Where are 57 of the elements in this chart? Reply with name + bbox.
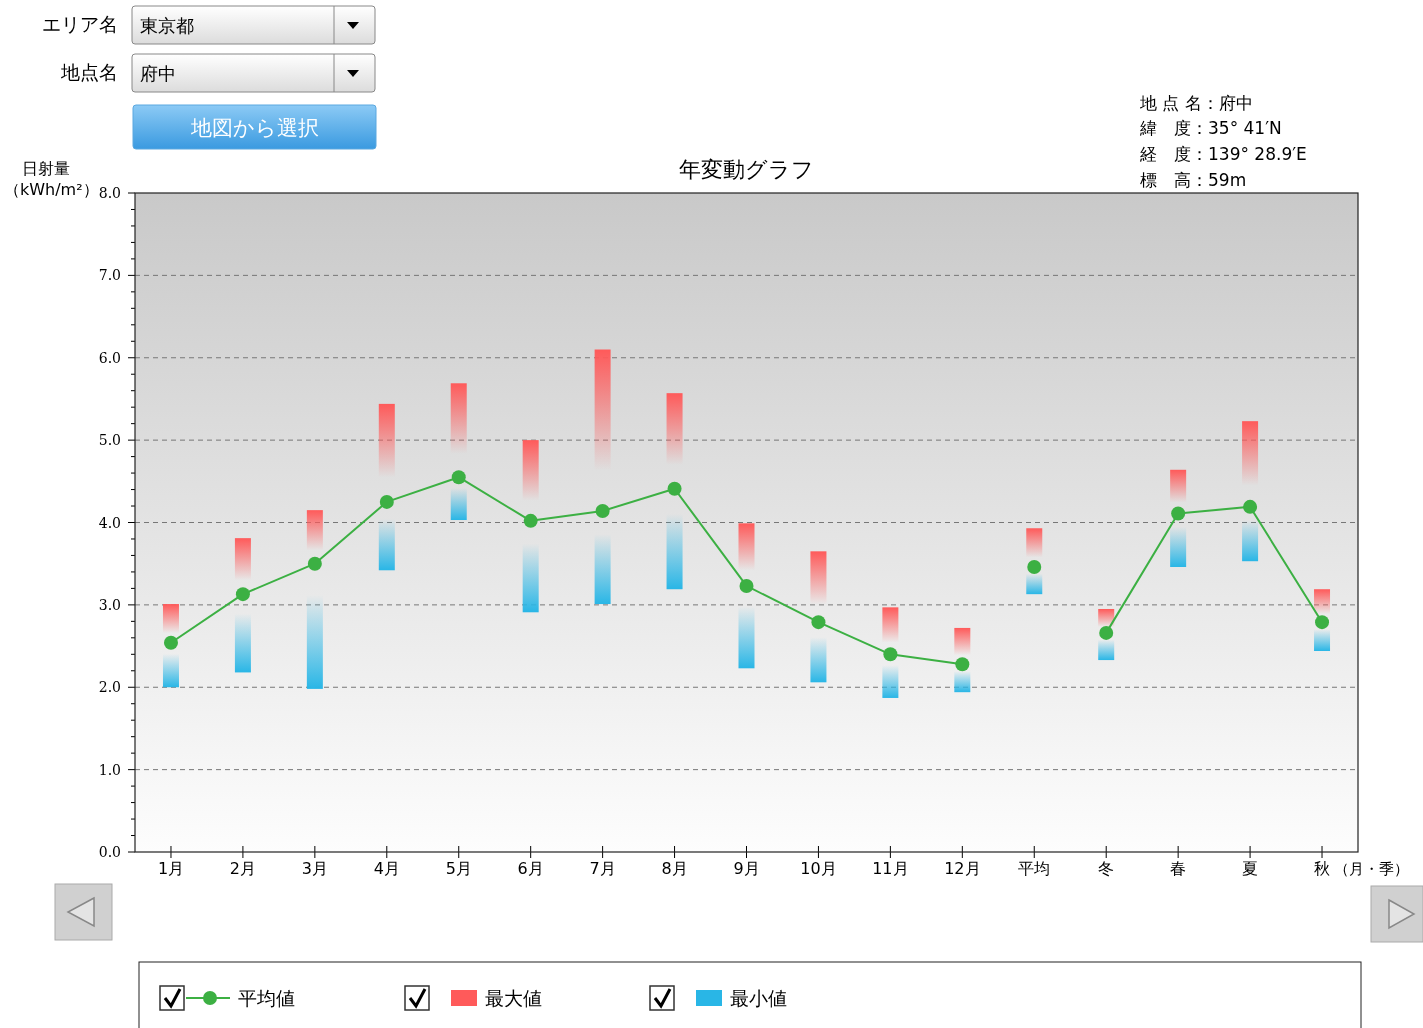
- y-tick-label: 4.0: [98, 514, 121, 531]
- text: 地点名: [60, 61, 118, 83]
- y-tick-label: 5.0: [98, 432, 121, 449]
- y-tick-label: 6.0: [98, 349, 121, 366]
- point: [883, 647, 898, 662]
- y-tick-label: 7.0: [98, 267, 121, 284]
- x-tick-label: 6月: [517, 859, 544, 878]
- text: 標 高：59m: [1140, 170, 1247, 190]
- point: [1243, 499, 1258, 514]
- point: [955, 657, 970, 672]
- legend-label: 平均値: [238, 987, 295, 1009]
- control-dropdown: 府中: [131, 53, 376, 93]
- x-tick-label: 8月: [661, 859, 688, 878]
- point: [595, 503, 610, 518]
- point: [811, 615, 826, 630]
- y-tick-label: 3.0: [98, 596, 121, 613]
- legend-label: 最小値: [730, 987, 787, 1009]
- x-tick-label: 2月: [229, 859, 257, 878]
- x-tick-label: 7月: [589, 859, 616, 878]
- x-tick-label: 5月: [445, 859, 472, 878]
- x-tick-label: 4月: [373, 859, 400, 878]
- legend-label: 最大値: [485, 987, 542, 1009]
- x-tick-label: 春: [1170, 859, 1187, 878]
- point: [523, 513, 538, 528]
- control-dropdown: 東京都: [131, 5, 376, 45]
- point: [1315, 615, 1330, 630]
- text: 経 度：139° 28.9′E: [1139, 144, 1307, 164]
- x-tick-label: 秋: [1314, 859, 1331, 878]
- x-tick-label: 3月: [301, 859, 328, 878]
- x-tick-label: 冬: [1098, 859, 1115, 878]
- point: [1171, 506, 1186, 521]
- point: [739, 578, 754, 593]
- x-tick-label: 9月: [733, 859, 760, 878]
- point: [1099, 625, 1114, 640]
- text: 緯 度：35° 41′N: [1139, 118, 1282, 138]
- chart-title: 年変動グラフ: [679, 157, 814, 182]
- x-tick-label: 夏: [1242, 859, 1259, 878]
- x-tick-label: 12月: [944, 859, 981, 878]
- x-tick-label: 平均: [1018, 859, 1051, 878]
- control-button: 地図から選択: [132, 104, 377, 150]
- point: [235, 587, 250, 602]
- text: 地 点 名：府中: [1139, 93, 1253, 113]
- point: [307, 556, 322, 571]
- point: [163, 635, 178, 650]
- point: [379, 494, 394, 509]
- y-axis-title: 日射量（kWh/m²）: [4, 158, 93, 200]
- point: [667, 481, 682, 496]
- point: [451, 470, 466, 485]
- x-tick-label: 1月: [157, 859, 185, 878]
- y-tick-label: 8.0: [98, 185, 121, 201]
- x-tick-label: 10月: [800, 859, 837, 878]
- y-tick-label: 1.0: [98, 761, 121, 778]
- text: エリア名: [42, 13, 118, 35]
- x-tick-label: 11月: [872, 859, 909, 878]
- x-axis-title: （月・季）: [1334, 860, 1409, 878]
- y-tick-label: 0.0: [98, 844, 121, 860]
- y-tick-label: 2.0: [98, 679, 121, 696]
